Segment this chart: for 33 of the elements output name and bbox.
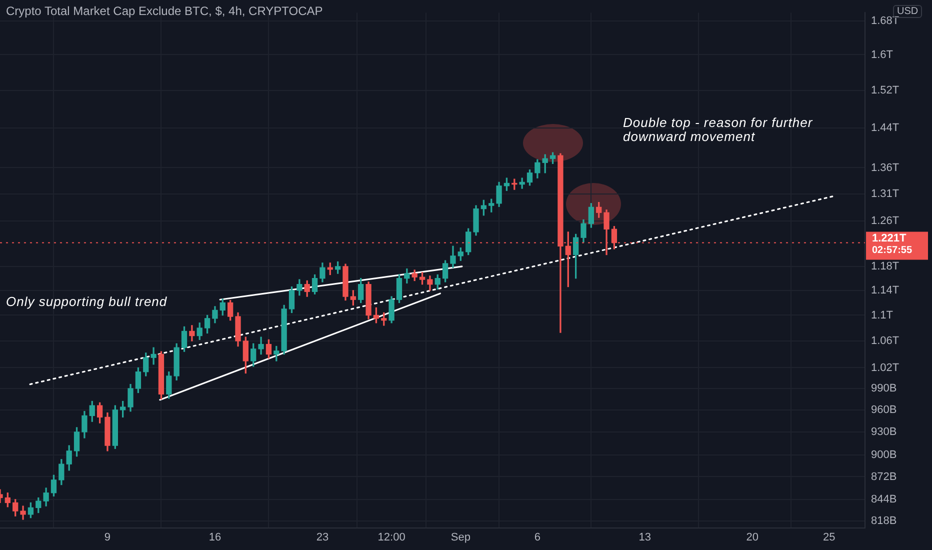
y-tick-label: 1.36T — [871, 162, 900, 174]
chart-title: Crypto Total Market Cap Exclude BTC, $, 4h, CRYPTOCAP — [6, 4, 323, 18]
x-tick-label: 20 — [746, 532, 759, 544]
y-tick-label: 1.06T — [871, 335, 900, 348]
y-tick-label: 1.52T — [871, 84, 900, 96]
y-tick-label: 844B — [871, 493, 897, 506]
x-tick-label: Sep — [450, 532, 470, 544]
y-tick-label: 1.02T — [871, 362, 900, 374]
text: 02:57:55 — [872, 245, 912, 256]
x-tick-label: 23 — [316, 532, 329, 544]
y-tick-label: 1.31T — [871, 188, 900, 200]
x-tick-label: 16 — [208, 532, 222, 544]
y-tick-label: 1.26T — [871, 214, 900, 227]
y-tick-label: 1.6T — [871, 48, 894, 61]
y-tick-label: 1.1T — [871, 309, 894, 322]
x-tick-label: 12:00 — [378, 532, 406, 544]
y-tick-label: 1.44T — [871, 122, 900, 134]
text: USD — [893, 5, 922, 18]
ref-line-label: 1.221T — [872, 232, 907, 245]
annotation: Double top - reason for further downward movement — [623, 115, 814, 144]
y-tick-label: 990B — [871, 382, 897, 395]
y-tick-label: 960B — [871, 404, 897, 416]
y-tick-label: 818B — [871, 515, 897, 528]
x-tick-label: 6 — [534, 532, 540, 544]
x-tick-label: 13 — [638, 532, 652, 544]
y-tick-label: 1.14T — [871, 284, 900, 296]
y-tick-label: 872B — [871, 470, 897, 483]
y-tick-label: 930B — [871, 426, 897, 438]
y-tick-label: 1.18T — [871, 260, 900, 272]
y-tick-label: 900B — [871, 448, 897, 461]
annotation: Only supporting bull trend — [6, 294, 168, 309]
x-tick-label: 25 — [823, 532, 836, 544]
x-tick-label: 9 — [104, 532, 111, 544]
